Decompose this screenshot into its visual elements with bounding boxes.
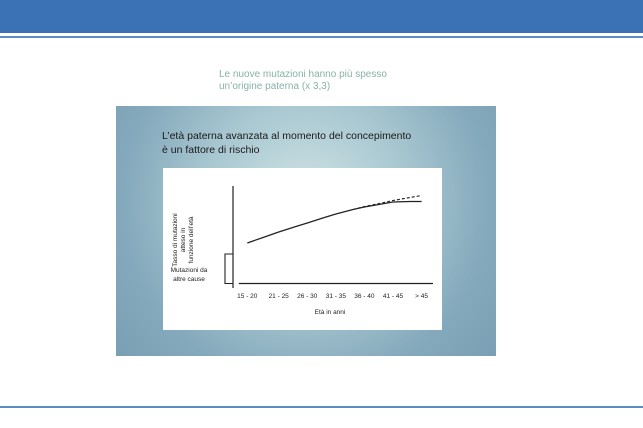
slide-subtitle-line-1: Le nuove mutazioni hanno più spesso: [219, 69, 387, 80]
header-divider: [0, 36, 643, 38]
figure-title-line-2: è un fattore di rischio: [162, 144, 260, 156]
x-tick-label: > 45: [415, 293, 428, 300]
x-axis-label: Età in anni: [315, 309, 346, 316]
bracket-label: Mutazioni da altre cause: [171, 267, 208, 283]
chart-panel: Tasso di mutazioni atteso in funzione de…: [163, 168, 442, 330]
series-line-2: [352, 194, 422, 211]
x-tick-label: 26 - 30: [297, 293, 318, 300]
series-line-1: [247, 200, 422, 244]
series: [238, 194, 433, 285]
y-axis-label-line-2: atteso in: [180, 227, 187, 252]
bracket-label-line-2: altre cause: [173, 276, 205, 283]
figure-title-line-1: L’età paterna avanzata al momento del co…: [162, 130, 412, 142]
footer-divider: [0, 406, 643, 408]
x-tick-label: 36 - 40: [354, 293, 375, 300]
y-axis-label: Tasso di mutazioni atteso in funzione de…: [172, 213, 195, 266]
bracket-label-line-1: Mutazioni da: [171, 267, 208, 274]
x-tick-label: 31 - 35: [326, 293, 347, 300]
slide-subtitle-line-2: un’origine paterna (x 3,3): [219, 81, 331, 92]
figure-title: L’età paterna avanzata al momento del co…: [162, 129, 462, 157]
x-tick-label: 41 - 45: [383, 293, 404, 300]
header-bar: [0, 0, 643, 33]
bracket-marker: [224, 253, 233, 285]
slide-subtitle: Le nuove mutazioni hanno più spesso un’o…: [219, 69, 479, 93]
x-tick-label: 15 - 20: [237, 293, 258, 300]
line-chart: Tasso di mutazioni atteso in funzione de…: [171, 186, 433, 316]
x-tick-label: 21 - 25: [269, 293, 290, 300]
bracket-shape: [224, 253, 233, 285]
y-axis-label-line-1: Tasso di mutazioni: [172, 213, 179, 266]
y-axis-label-line-3: funzione dell’età: [188, 216, 195, 263]
x-tick-labels: 15 - 20 21 - 25 26 - 30 31 - 35 36 - 40 41 - …: [237, 293, 428, 300]
